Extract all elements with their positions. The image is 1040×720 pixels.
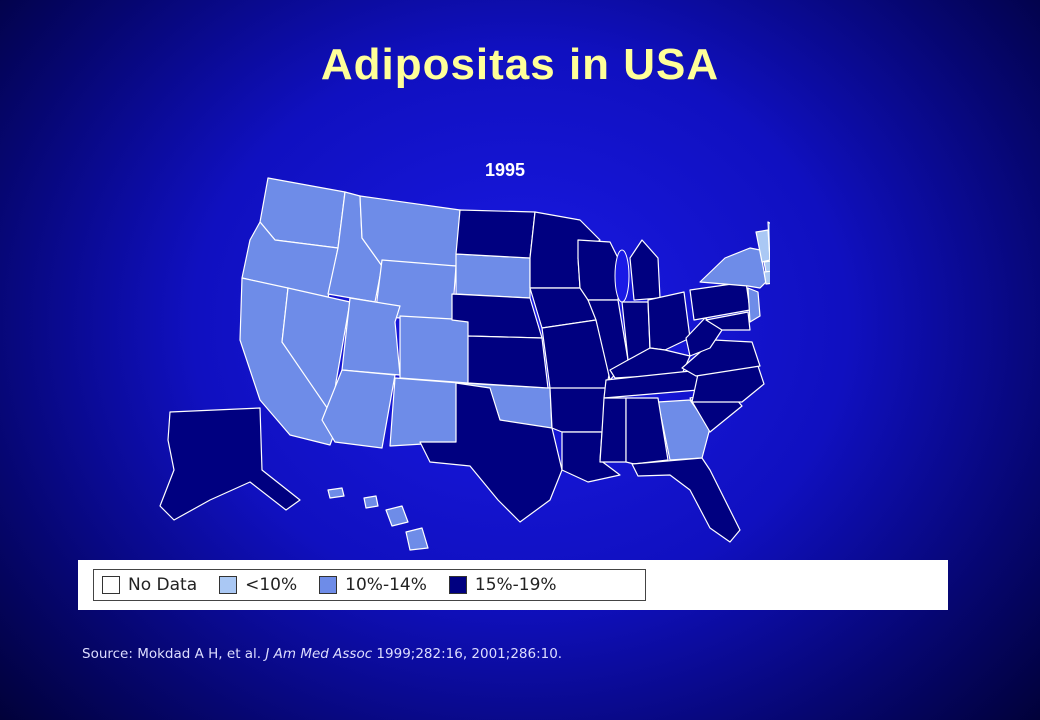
source-prefix: Source: Mokdad A H, et al.: [82, 646, 266, 662]
state-south-dakota: [455, 253, 531, 299]
legend-swatch-no-data: [102, 576, 120, 594]
legend-label: No Data: [128, 575, 198, 595]
us-obesity-map: [159, 177, 770, 551]
state-west-virginia: [685, 317, 723, 357]
legend-item-10-14: 10%-14%: [319, 575, 427, 595]
state-north-dakota: [455, 209, 536, 259]
state-utah: [341, 297, 401, 376]
state-hawaii-4: [405, 527, 429, 551]
state-texas: [419, 382, 563, 523]
state-hawaii-3: [385, 505, 409, 527]
state-connecticut: [763, 270, 770, 285]
legend-swatch-15-19: [448, 576, 467, 594]
state-hawaii-1: [327, 487, 345, 499]
state-michigan: [629, 239, 661, 301]
state-new-york: [699, 247, 767, 289]
legend-panel: No Data <10% 10%-14% 15%-19%: [78, 560, 948, 610]
state-ohio: [647, 291, 691, 351]
state-kansas: [467, 335, 549, 389]
lake-michigan: [614, 249, 630, 303]
source-journal: J Am Med Assoc: [265, 646, 373, 662]
legend-label: 10%-14%: [345, 575, 427, 595]
state-hawaii-2: [363, 495, 379, 509]
source-suffix: 1999;282:16, 2001;286:10.: [372, 646, 563, 662]
legend-item-no-data: No Data: [102, 575, 197, 595]
state-arizona: [321, 369, 396, 449]
state-new-mexico: [389, 377, 461, 447]
state-arkansas: [549, 387, 607, 433]
state-massachusetts: [763, 260, 770, 273]
state-georgia: [657, 399, 711, 461]
state-mississippi: [599, 397, 627, 463]
state-maryland: [705, 311, 751, 331]
legend-label: <10%: [245, 575, 298, 595]
map-year: 1995: [484, 160, 526, 180]
legend-label: 15%-19%: [474, 575, 557, 595]
state-alaska: [159, 407, 301, 521]
state-new-jersey: [747, 287, 761, 323]
state-colorado: [399, 315, 471, 384]
state-florida: [631, 457, 741, 543]
legend-swatch-lt10: [219, 576, 238, 594]
state-wisconsin: [577, 239, 621, 301]
legend-item-15-19: 15%-19%: [448, 575, 557, 595]
legend-swatch-10-14: [319, 576, 338, 594]
source-citation: Source: Mokdad A H, et al. J Am Med Asso…: [82, 646, 562, 662]
state-montana: [359, 195, 461, 267]
page-title: Adipositas in USA: [320, 40, 720, 89]
legend-item-lt10: <10%: [219, 575, 297, 595]
legend: No Data <10% 10%-14% 15%-19%: [93, 569, 646, 601]
state-vermont: [755, 229, 770, 263]
state-new-hampshire: [767, 221, 770, 261]
